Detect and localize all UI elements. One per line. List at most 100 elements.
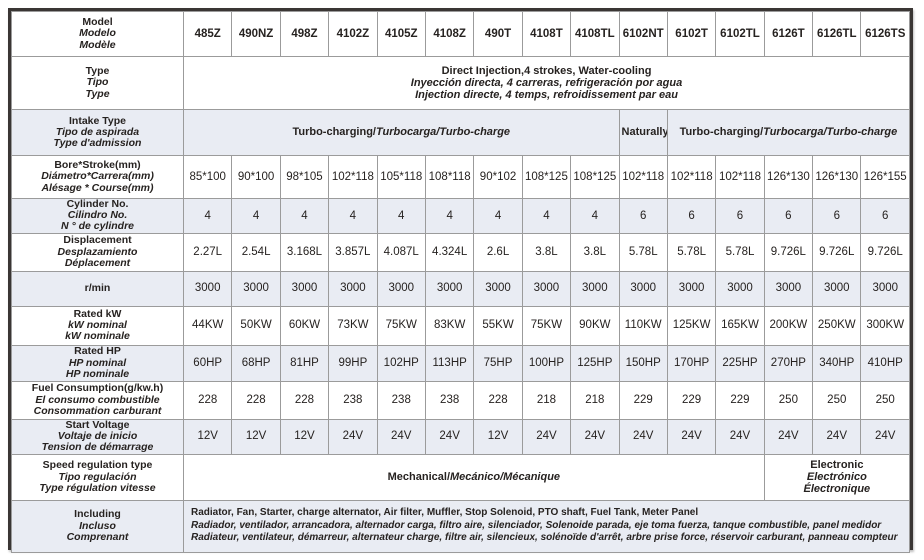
- type-text-segment: Direct Injection,4 strokes, Water-coolin…: [441, 64, 652, 77]
- cylinder-value-6126TL: 6: [812, 198, 862, 234]
- rated-kw-label-line: kW nominal: [68, 319, 127, 332]
- including-text-segment: Radiateur, ventilateur, démarreur, alter…: [191, 532, 898, 544]
- model-label: Model Modelo Modèle: [11, 11, 184, 57]
- rpm-value-6102TL: 3000: [715, 270, 765, 307]
- model-value-4108Z: 4108Z: [424, 11, 475, 57]
- fuel-consumption-value-6102TL: 229: [715, 380, 765, 420]
- fuel-consumption-value-4105Z: 238: [376, 380, 426, 420]
- bore-stroke-value-485Z: 85*100: [182, 155, 233, 199]
- bore-stroke-value-490NZ: 90*100: [231, 155, 281, 199]
- intake-label: Intake Type Tipo de aspirada Type d'admiss…: [11, 109, 184, 156]
- rpm-value-6126TL: 3000: [812, 270, 862, 307]
- rated-kw-value-4108Z: 83KW: [424, 305, 475, 346]
- rated-hp-value-6102NT: 150HP: [618, 344, 668, 382]
- fuel-consumption-value-6102NT: 229: [618, 380, 668, 420]
- displacement-value-490NZ: 2.54L: [231, 232, 281, 272]
- rated-kw-label-line: Rated kW: [73, 307, 122, 320]
- speed-regulation-label-line: Type régulation vitesse: [39, 481, 156, 494]
- model-value-498Z: 498Z: [279, 11, 330, 57]
- model-value-485Z: 485Z: [182, 11, 233, 57]
- displacement-value-490T: 2.6L: [473, 232, 523, 272]
- rated-kw-value-4102Z: 73KW: [328, 305, 378, 346]
- displacement-value-4102Z: 3.857L: [328, 232, 378, 272]
- rpm-value-498Z: 3000: [279, 270, 330, 307]
- fuel-consumption-value-4108T: 218: [521, 380, 572, 420]
- row-type: Type Tipo Type Direct Injection,4 strokes, …: [11, 56, 910, 110]
- cylinder-value-6126T: 6: [763, 198, 814, 234]
- model-value-6102NT: 6102NT: [618, 11, 668, 57]
- displacement-label-line: Displacement: [63, 234, 132, 247]
- start-voltage-value-498Z: 12V: [279, 418, 330, 455]
- rated-hp-value-6126T: 270HP: [763, 344, 814, 382]
- start-voltage-value-6126TL: 24V: [812, 418, 862, 455]
- bore-stroke-value-6102T: 102*118: [666, 155, 717, 199]
- start-voltage-value-4105Z: 24V: [376, 418, 426, 455]
- start-voltage-value-4102Z: 24V: [328, 418, 378, 455]
- displacement-value-4108Z: 4.324L: [424, 232, 475, 272]
- model-label-line: Modèle: [79, 38, 116, 51]
- rated-hp-label-line: HP nominale: [65, 367, 130, 380]
- rated-hp-value-6102TL: 225HP: [715, 344, 765, 382]
- cylinder-value-6102TL: 6: [715, 198, 765, 234]
- model-value-4105Z: 4105Z: [376, 11, 426, 57]
- speed-regulation-text-segment: Electrónico: [806, 471, 867, 484]
- row-intake: Intake Type Tipo de aspirada Type d'admiss…: [11, 109, 911, 156]
- bore-stroke-value-498Z: 98*105: [279, 155, 330, 199]
- cylinder-value-490T: 4: [473, 198, 523, 234]
- rpm-value-6102T: 3000: [666, 270, 717, 307]
- fuel-consumption-value-4108TL: 218: [570, 380, 620, 420]
- speed-regulation-label-line: Speed regulation type: [42, 459, 153, 472]
- type-text-segment: Injection directe, 4 temps, refroidissem…: [415, 89, 678, 102]
- displacement-value-6102T: 5.78L: [666, 232, 717, 272]
- fuel-consumption-value-485Z: 228: [182, 380, 233, 420]
- model-label-line: Modelo: [79, 27, 116, 40]
- including-label-line: Including: [74, 508, 121, 521]
- row-including: Including Incluso Comprenant Radiator, Fan,…: [11, 499, 910, 553]
- row-bore-stroke: Bore*Stroke(mm) Diámetro*Carrera(mm) Alésa…: [11, 155, 910, 199]
- intake-label-line: Type d'admission: [53, 137, 142, 150]
- displacement-label-line: Desplazamiento: [57, 245, 138, 258]
- start-voltage-value-490T: 12V: [473, 418, 523, 455]
- intake-text-segment: Turbo-charging/: [292, 126, 376, 139]
- bore-stroke-value-490T: 90*102: [473, 155, 523, 199]
- start-voltage-label: Start Voltage Voltaje de inicio Tension de…: [11, 418, 184, 455]
- displacement-value-6126T: 9.726L: [763, 232, 814, 272]
- cylinder-value-4108TL: 4: [570, 198, 620, 234]
- displacement-value-4108TL: 3.8L: [570, 232, 620, 272]
- rpm-value-4108TL: 3000: [570, 270, 620, 307]
- start-voltage-value-4108Z: 24V: [424, 418, 475, 455]
- row-model: Model Modelo Modèle 485Z 490NZ 498Z 4102Z 4105Z…: [11, 11, 910, 57]
- rpm-value-4105Z: 3000: [376, 270, 426, 307]
- displacement-value-6126TS: 9.726L: [860, 232, 910, 272]
- intake-text-segment: Turbocarga/Turbo-charge: [375, 126, 511, 139]
- rpm-value-6126T: 3000: [763, 270, 814, 307]
- displacement-value-6102NT: 5.78L: [618, 232, 668, 272]
- rated-kw-value-485Z: 44KW: [182, 305, 233, 346]
- rated-hp-value-498Z: 81HP: [279, 344, 330, 382]
- start-voltage-value-4108T: 24V: [521, 418, 572, 455]
- bore-stroke-label-line: Alésage * Course(mm): [41, 181, 154, 194]
- fuel-consumption-label: Fuel Consumption(g/kw.h) El consumo combu…: [11, 380, 184, 420]
- model-value-6102T: 6102T: [666, 11, 717, 57]
- model-value-6126TS: 6126TS: [860, 11, 910, 57]
- rpm-value-6102NT: 3000: [618, 270, 668, 307]
- speed-regulation-merged-cell: Electronic Electrónico Électronique: [763, 453, 911, 501]
- rated-kw-label: Rated kW kW nominal kW nominale: [11, 305, 184, 346]
- fuel-consumption-value-6126T: 250: [763, 380, 814, 420]
- displacement-value-485Z: 2.27L: [182, 232, 233, 272]
- bore-stroke-value-4105Z: 105*118: [376, 155, 426, 199]
- fuel-consumption-value-4108Z: 238: [424, 380, 475, 420]
- fuel-consumption-label-line: Fuel Consumption(g/kw.h): [31, 382, 164, 395]
- rpm-value-485Z: 3000: [182, 270, 233, 307]
- type-label-line: Tipo: [86, 76, 109, 89]
- fuel-consumption-label-line: El consumo combustible: [35, 393, 160, 406]
- speed-regulation-text-segment: Électronique: [803, 483, 871, 496]
- rated-kw-value-4108T: 75KW: [521, 305, 572, 346]
- rated-hp-value-4105Z: 102HP: [376, 344, 426, 382]
- rated-hp-value-6126TL: 340HP: [812, 344, 862, 382]
- start-voltage-value-6102TL: 24V: [715, 418, 765, 455]
- rpm-value-4108T: 3000: [521, 270, 572, 307]
- intake-merged-cell: Naturally: [618, 109, 668, 156]
- bore-stroke-value-6126TS: 126*155: [860, 155, 910, 199]
- spec-sheet: Model Modelo Modèle 485Z 490NZ 498Z 4102Z 4105Z…: [8, 8, 913, 553]
